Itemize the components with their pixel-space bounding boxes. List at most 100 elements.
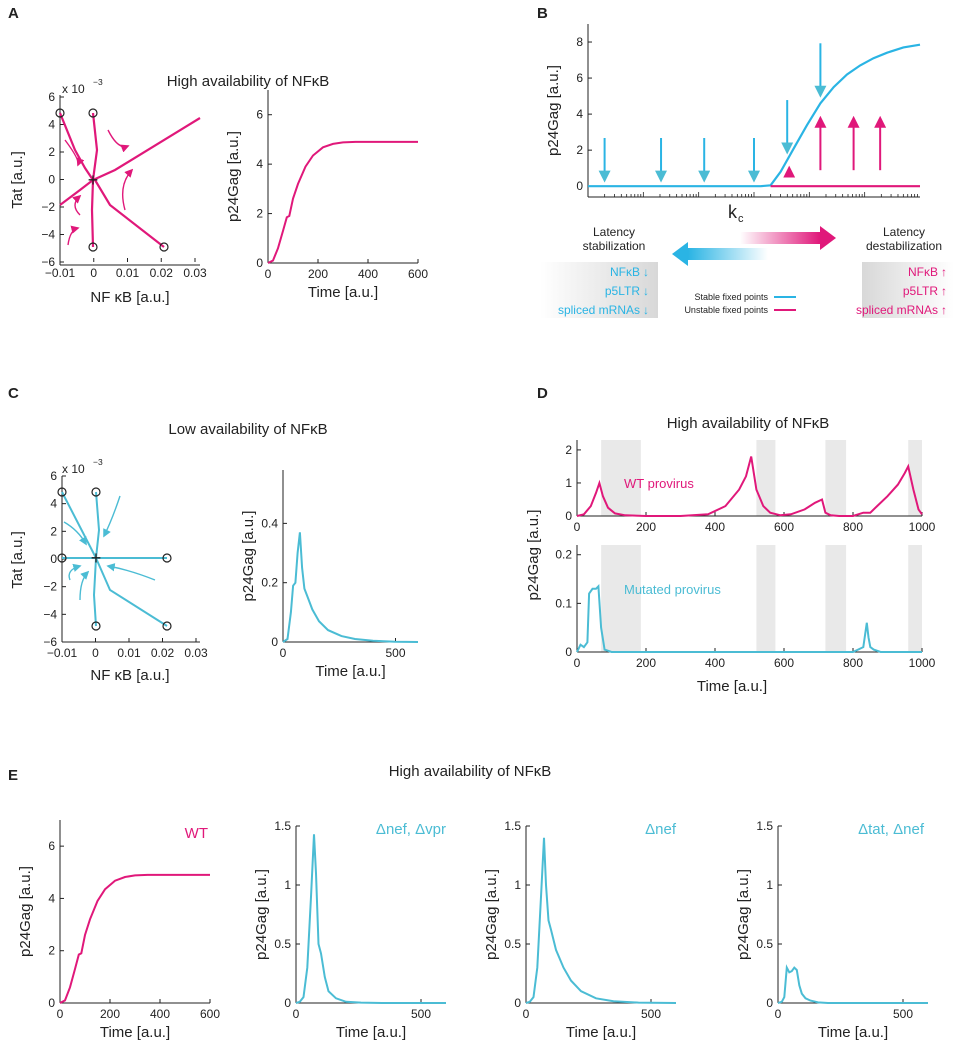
series-line-1 xyxy=(777,964,928,1004)
flow-arrow-c-2 xyxy=(103,495,121,538)
y-tick-label: 0.2 xyxy=(555,548,572,562)
y-tick-label: 1.5 xyxy=(274,819,291,833)
panel-label-a: A xyxy=(8,5,19,22)
x-tick-label: 500 xyxy=(385,646,405,660)
phase-c-xlabel: NF κB [a.u.] xyxy=(90,667,169,684)
y-tick-label: 1 xyxy=(766,878,773,892)
latency-stabilization-line2: stabilization xyxy=(583,239,646,253)
series-line-1 xyxy=(295,834,446,1004)
series-line-1 xyxy=(576,456,923,517)
y-tick-label: 6 xyxy=(48,90,55,104)
y-tick-label: 1 xyxy=(565,476,572,490)
y-tick-label: 0 xyxy=(576,179,583,193)
stabilization-gradient-arrow xyxy=(688,248,768,260)
x-tick-label: 0 xyxy=(523,1007,530,1021)
trajectory-a-3 xyxy=(59,179,94,206)
x-tick-label: 0 xyxy=(574,520,581,534)
x-tick-label: 800 xyxy=(843,520,863,534)
panel-d-ylabel: p24Gag [a.u.] xyxy=(525,510,542,601)
y-tick-label: 4 xyxy=(50,497,57,511)
fixed-point-a-2 xyxy=(88,108,98,118)
series-line-1 xyxy=(59,873,210,1004)
x-tick-label: 500 xyxy=(641,1007,661,1021)
shaded-region-2 xyxy=(756,440,776,516)
x-axis-label: Time [a.u.] xyxy=(336,1024,406,1041)
x-tick-label: 400 xyxy=(150,1007,170,1021)
fixed-point-c-2 xyxy=(91,487,101,497)
x-tick-label: 0.03 xyxy=(184,646,208,660)
fixed-point-a-3 xyxy=(88,242,98,252)
y-tick-label: 0 xyxy=(50,552,57,566)
phase-a-trajectories xyxy=(58,112,201,248)
y-tick-label: 0 xyxy=(565,509,572,523)
phase-c-trajectories xyxy=(61,491,168,627)
y-axis-label: p24Gag [a.u.] xyxy=(225,131,242,222)
y-tick-label: 0.5 xyxy=(504,937,521,951)
y-tick-label: 2 xyxy=(256,207,263,221)
y-axis-label: p24Gag [a.u.] xyxy=(545,65,562,156)
flow-arrow-a-4 xyxy=(122,168,134,211)
panel-a-title: High availability of NFκB xyxy=(167,73,330,90)
panel-label-c: C xyxy=(8,385,19,402)
x-tick-label: 0 xyxy=(92,646,99,660)
phase-a-exponent: x 10 xyxy=(62,82,85,96)
series-line-1 xyxy=(267,140,418,264)
x-tick-label: 1000 xyxy=(909,520,936,534)
down-arrow-icon: ↓ xyxy=(643,303,649,317)
y-tick-label: −6 xyxy=(43,635,57,649)
panel-e-wt-plot: 0 200 400 600 0 2 4 6 Time [a.u.] p24Gag [a.u.] xyxy=(17,820,220,1041)
x-tick-label: 0.02 xyxy=(151,646,175,660)
x-tick-label: 200 xyxy=(636,520,656,534)
y-tick-label: 6 xyxy=(256,108,263,122)
x-tick-label: 500 xyxy=(411,1007,431,1021)
stabilization-arrowhead xyxy=(672,242,688,266)
flow-arrow-c-4 xyxy=(106,563,156,581)
shaded-region-2 xyxy=(756,545,776,652)
x-tick-label: 0.01 xyxy=(117,646,141,660)
y-tick-label: 2 xyxy=(48,944,55,958)
x-tick-label: 0 xyxy=(90,266,97,280)
up-arrow-icon: ↑ xyxy=(941,265,947,279)
x-tick-label: 0 xyxy=(57,1007,64,1021)
y-axis-label: p24Gag [a.u.] xyxy=(17,866,34,957)
flow-arrow-a-3 xyxy=(72,194,82,216)
x-tick-label: 0 xyxy=(574,656,581,670)
y-tick-label: 6 xyxy=(576,71,583,85)
y-tick-label: −2 xyxy=(41,200,55,214)
y-tick-label: 2 xyxy=(50,524,57,538)
phase-c-exponent-power: −3 xyxy=(93,457,103,467)
y-tick-label: 2 xyxy=(576,143,583,157)
y-tick-label: 0 xyxy=(284,996,291,1010)
kc-label: k xyxy=(728,202,738,222)
shaded-region-4 xyxy=(908,440,922,516)
x-tick-label: 0.03 xyxy=(183,266,207,280)
panel-d-title: High availability of NFκB xyxy=(667,415,830,432)
shaded-region-4 xyxy=(908,545,922,652)
shaded-region-1 xyxy=(601,545,641,652)
y-tick-label: 0 xyxy=(514,996,521,1010)
left-item-spliced: spliced mRNAs xyxy=(558,303,640,317)
fixed-point-c-5 xyxy=(91,621,101,631)
y-tick-label: 6 xyxy=(50,469,57,483)
x-tick-label: 0.02 xyxy=(150,266,174,280)
shaded-region-3 xyxy=(825,440,847,516)
x-tick-label: 0 xyxy=(775,1007,782,1021)
y-tick-label: 0 xyxy=(48,173,55,187)
y-tick-label: 0.1 xyxy=(555,596,572,610)
x-tick-label: 600 xyxy=(774,656,794,670)
y-tick-label: 4 xyxy=(256,157,263,171)
y-tick-label: 1 xyxy=(284,878,291,892)
kc-subscript: c xyxy=(738,213,744,225)
panel-label-e: E xyxy=(8,767,18,784)
y-axis-label: p24Gag [a.u.] xyxy=(240,511,257,602)
panel-label-b: B xyxy=(537,5,548,22)
x-tick-label: 200 xyxy=(636,656,656,670)
phase-a-exponent-power: −3 xyxy=(93,77,103,87)
e-label-dnef-dvpr: Δnef, Δvpr xyxy=(376,821,446,838)
right-item-p5ltr: p5LTR xyxy=(903,284,938,298)
x-tick-label: 400 xyxy=(358,267,378,281)
fixed-point-c-1 xyxy=(57,487,67,497)
y-axis-label: p24Gag [a.u.] xyxy=(735,869,752,960)
down-arrow-icon: ↓ xyxy=(643,284,649,298)
